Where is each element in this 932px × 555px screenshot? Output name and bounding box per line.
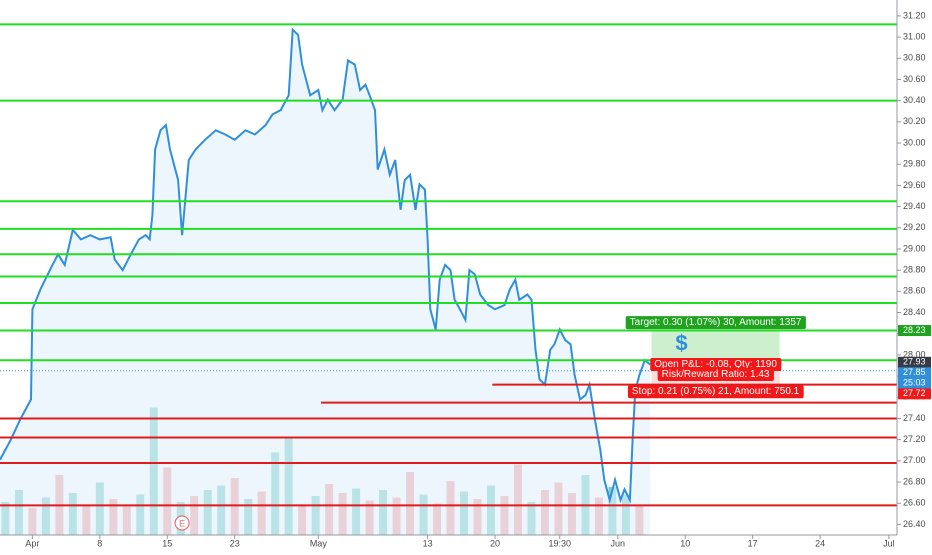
stop-label-bg [627, 385, 804, 399]
y-axis-bg [897, 0, 932, 550]
axis-marker-label: 27.72 [903, 388, 926, 398]
x-tick-label: 20 [490, 538, 500, 548]
y-tick-label: 31.20 [903, 10, 926, 20]
axis-marker-bg [898, 356, 931, 368]
x-tick-label: Jul [883, 538, 895, 548]
stop-label: Stop: 0.21 (0.75%) 21, Amount: 750.1 [632, 386, 800, 397]
pnl-label-bg [650, 357, 782, 371]
y-tick-label: 30.00 [903, 137, 926, 147]
x-tick-label: 23 [230, 538, 240, 548]
y-tick-label: 29.00 [903, 243, 926, 253]
axis-marker-label: 28.23 [903, 325, 926, 335]
y-tick-label: 28.80 [903, 265, 926, 275]
axis-marker-bg [898, 388, 931, 400]
price-area [0, 29, 651, 535]
axis-marker-label: 27.93 [903, 357, 926, 367]
y-tick-label: 28.00 [903, 349, 926, 359]
pnl-label: Open P&L: -0.08, Qty: 1190 [654, 359, 777, 370]
y-tick-label: 30.40 [903, 95, 926, 105]
x-tick-label: 13 [423, 538, 433, 548]
y-tick-label: 28.60 [903, 286, 926, 296]
position-icon: $ [675, 330, 687, 355]
axis-marker-label: 27.85 [903, 367, 926, 377]
target-label-bg [625, 316, 806, 330]
axis-marker-bg [898, 325, 931, 337]
target-label: Target: 0.30 (1.07%) 30, Amount: 1357 [630, 317, 802, 328]
rr-label-bg [657, 367, 774, 381]
y-tick-label: 26.80 [903, 476, 926, 486]
y-tick-label: 29.40 [903, 201, 926, 211]
y-tick-label: 27.40 [903, 413, 926, 423]
x-tick-label: 17 [748, 538, 758, 548]
y-tick-label: 26.60 [903, 498, 926, 508]
x-axis-bg [0, 535, 932, 550]
x-tick-label: 10 [680, 538, 690, 548]
event-label: E [179, 518, 185, 528]
rr-label: Risk/Reward Ratio: 1.43 [662, 369, 770, 380]
x-tick-label: Jun [611, 538, 626, 548]
y-tick-label: 30.80 [903, 53, 926, 63]
y-tick-label: 27.20 [903, 434, 926, 444]
x-tick-label: Apr [25, 538, 39, 548]
x-tick-label: 15 [162, 538, 172, 548]
x-tick-label: 8 [97, 538, 102, 548]
axis-marker-label: 25:03 [903, 378, 926, 388]
y-tick-label: 30.60 [903, 74, 926, 84]
y-tick-label: 30.20 [903, 116, 926, 126]
x-tick-label: May [310, 538, 328, 548]
y-tick-label: 29.80 [903, 159, 926, 169]
x-tick-label: 24 [815, 538, 825, 548]
y-tick-label: 28.40 [903, 307, 926, 317]
position-target-zone [651, 330, 780, 363]
y-tick-label: 31.00 [903, 31, 926, 41]
y-tick-label: 29.60 [903, 180, 926, 190]
y-tick-label: 29.20 [903, 222, 926, 232]
event-marker [174, 515, 190, 531]
y-tick-label: 26.40 [903, 519, 926, 529]
price-line [0, 27, 651, 504]
x-tick-label: 19:30 [549, 538, 572, 548]
axis-marker-bg [898, 367, 931, 379]
axis-marker-bg [898, 377, 931, 389]
y-tick-label: 27.00 [903, 455, 926, 465]
